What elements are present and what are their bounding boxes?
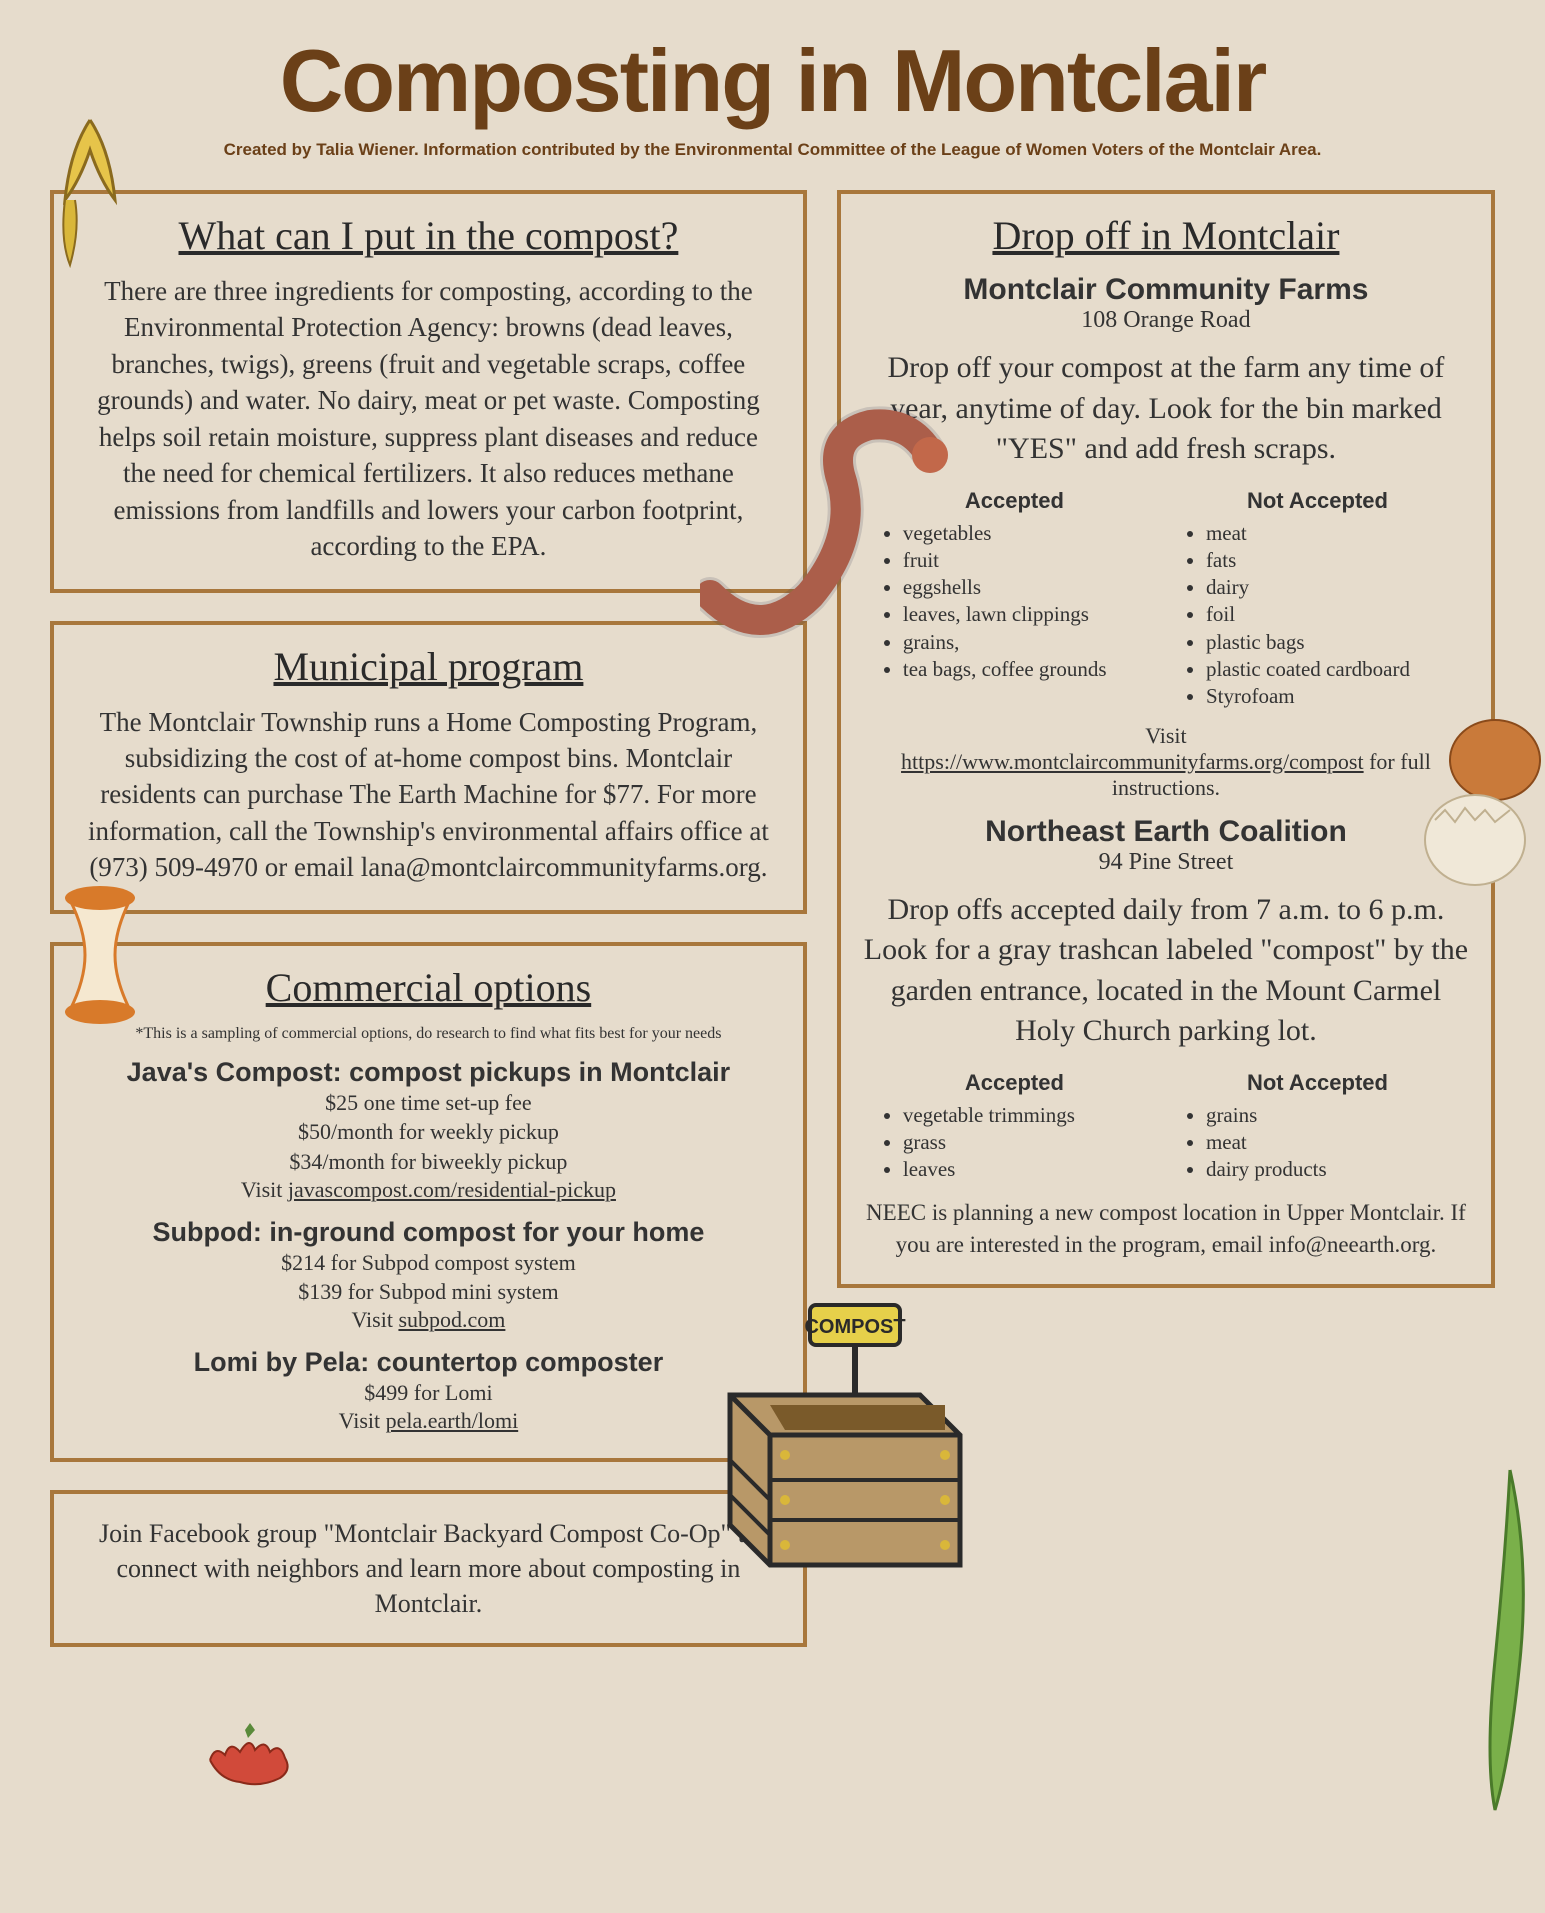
municipal-box: Municipal program The Montclair Township…	[50, 621, 807, 914]
mcf-address: 108 Orange Road	[863, 307, 1469, 334]
list-item: leaves	[903, 1156, 1156, 1183]
municipal-heading: Municipal program	[82, 643, 775, 690]
list-item: grains,	[903, 629, 1156, 656]
facebook-text: Join Facebook group "Montclair Backyard …	[82, 1516, 775, 1621]
commercial-disclaimer: *This is a sampling of commercial option…	[82, 1025, 775, 1043]
list-item: eggshells	[903, 574, 1156, 601]
list-item: vegetable trimmings	[903, 1102, 1156, 1129]
dropoff-heading: Drop off in Montclair	[863, 212, 1469, 259]
list-item: plastic coated cardboard	[1206, 656, 1459, 683]
nec-accepted-label: Accepted	[873, 1070, 1156, 1096]
nec-accepted-list: vegetable trimmings grass leaves	[873, 1102, 1156, 1184]
nec-address: 94 Pine Street	[863, 849, 1469, 876]
facebook-box: Join Facebook group "Montclair Backyard …	[50, 1490, 807, 1647]
option-2-line-0: $499 for Lomi	[82, 1378, 775, 1408]
list-item: tea bags, coffee grounds	[903, 656, 1156, 683]
option-2-name: Lomi by Pela: countertop composter	[82, 1347, 775, 1378]
commercial-heading: Commercial options	[82, 964, 775, 1011]
mcf-visit: Visit https://www.montclaircommunityfarm…	[863, 723, 1469, 801]
option-1-link[interactable]: subpod.com	[398, 1307, 505, 1332]
page-title: Composting in Montclair	[50, 30, 1495, 132]
list-item: vegetables	[903, 520, 1156, 547]
option-1-line-1: $139 for Subpod mini system	[82, 1277, 775, 1307]
what-box: What can I put in the compost? There are…	[50, 190, 807, 593]
option-2-visit: Visit pela.earth/lomi	[82, 1408, 775, 1434]
nec-lists: Accepted vegetable trimmings grass leave…	[873, 1070, 1459, 1184]
option-0-visit: Visit javascompost.com/residential-picku…	[82, 1177, 775, 1203]
mcf-link[interactable]: https://www.montclaircommunityfarms.org/…	[901, 749, 1364, 774]
mcf-notaccepted-label: Not Accepted	[1176, 488, 1459, 514]
dropoff-box: Drop off in Montclair Montclair Communit…	[837, 190, 1495, 1288]
option-2-link[interactable]: pela.earth/lomi	[386, 1408, 519, 1433]
mcf-accepted-label: Accepted	[873, 488, 1156, 514]
mcf-name: Montclair Community Farms	[863, 273, 1469, 307]
commercial-box: Commercial options *This is a sampling o…	[50, 942, 807, 1462]
nec-notaccepted-list: grains meat dairy products	[1176, 1102, 1459, 1184]
list-item: grains	[1206, 1102, 1459, 1129]
nec-note: NEEC is planning a new compost location …	[863, 1197, 1469, 1259]
mcf-notaccepted-list: meat fats dairy foil plastic bags plasti…	[1176, 520, 1459, 711]
option-0-line-0: $25 one time set-up fee	[82, 1088, 775, 1118]
option-1-line-0: $214 for Subpod compost system	[82, 1248, 775, 1278]
list-item: grass	[903, 1129, 1156, 1156]
tomato-icon	[200, 1720, 300, 1790]
list-item: dairy	[1206, 574, 1459, 601]
mcf-body: Drop off your compost at the farm any ti…	[863, 348, 1469, 470]
page-subtitle: Created by Talia Wiener. Information con…	[50, 140, 1495, 160]
mcf-accepted-list: vegetables fruit eggshells leaves, lawn …	[873, 520, 1156, 684]
nec-name: Northeast Earth Coalition	[863, 815, 1469, 849]
what-body: There are three ingredients for composti…	[82, 273, 775, 565]
option-0-line-1: $50/month for weekly pickup	[82, 1117, 775, 1147]
option-1-name: Subpod: in-ground compost for your home	[82, 1217, 775, 1248]
list-item: plastic bags	[1206, 629, 1459, 656]
option-1-visit: Visit subpod.com	[82, 1307, 775, 1333]
municipal-body: The Montclair Township runs a Home Compo…	[82, 704, 775, 886]
list-item: leaves, lawn clippings	[903, 601, 1156, 628]
option-0-link[interactable]: javascompost.com/residential-pickup	[288, 1177, 616, 1202]
list-item: fruit	[903, 547, 1156, 574]
option-0-line-2: $34/month for biweekly pickup	[82, 1147, 775, 1177]
what-heading: What can I put in the compost?	[82, 212, 775, 259]
list-item: dairy products	[1206, 1156, 1459, 1183]
nec-notaccepted-label: Not Accepted	[1176, 1070, 1459, 1096]
list-item: fats	[1206, 547, 1459, 574]
list-item: meat	[1206, 1129, 1459, 1156]
nec-body: Drop offs accepted daily from 7 a.m. to …	[863, 890, 1469, 1052]
option-0-name: Java's Compost: compost pickups in Montc…	[82, 1057, 775, 1088]
mcf-lists: Accepted vegetables fruit eggshells leav…	[873, 488, 1459, 711]
list-item: foil	[1206, 601, 1459, 628]
list-item: meat	[1206, 520, 1459, 547]
list-item: Styrofoam	[1206, 683, 1459, 710]
